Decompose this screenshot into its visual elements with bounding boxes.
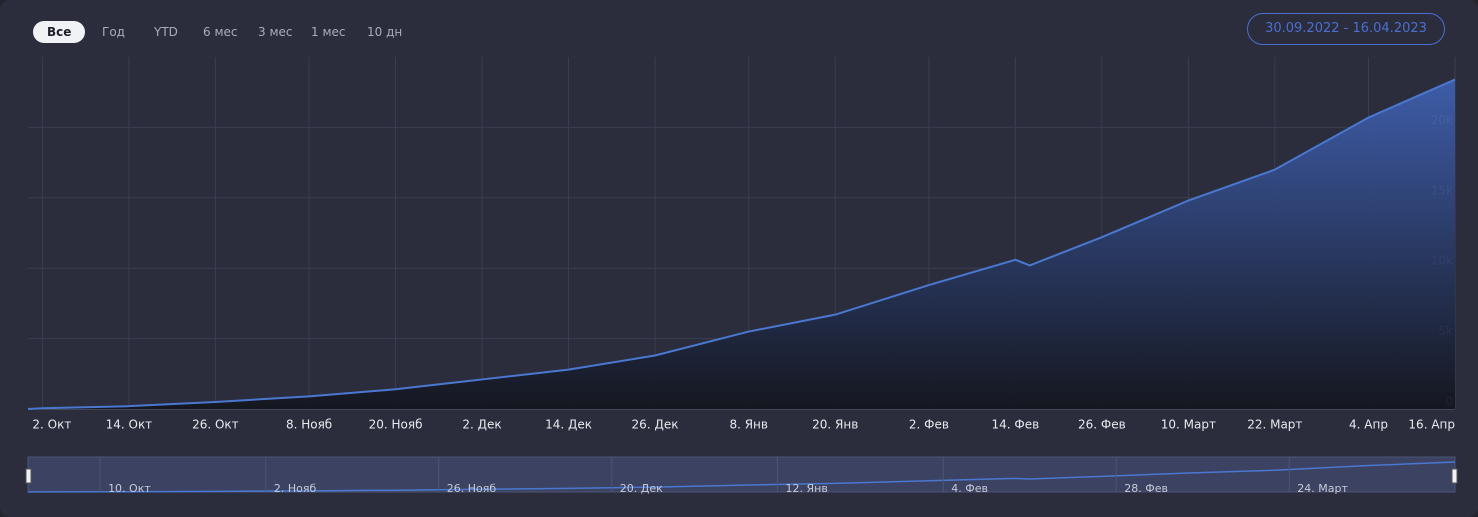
navigator-line: [27, 461, 1456, 493]
range-button[interactable]: 10 дн: [367, 25, 403, 39]
area: [28, 79, 1455, 409]
x-tick-label: 8. Нояб: [286, 418, 332, 432]
x-tick-label: 4. Апр: [1349, 418, 1388, 432]
navigator[interactable]: [27, 456, 1456, 493]
x-tick-label: 2. Окт: [32, 418, 71, 432]
navigator-label: 12. Янв: [786, 482, 828, 495]
range-button[interactable]: 3 мес: [258, 25, 293, 39]
x-tick-label: 2. Фев: [909, 418, 949, 432]
x-tick-label: 8. Янв: [729, 418, 768, 432]
range-button[interactable]: 6 мес: [203, 25, 238, 39]
date-range[interactable]: 30.09.2022 - 16.04.2023: [1247, 13, 1445, 45]
navigator-label: 10. Окт: [108, 482, 151, 495]
x-tick-label: 26. Фев: [1078, 418, 1126, 432]
range-button[interactable]: Все: [33, 21, 86, 43]
x-tick-label: 26. Дек: [632, 418, 679, 432]
navigator-label: 4. Фев: [951, 482, 988, 495]
line: [27, 78, 1456, 410]
range-button[interactable]: YTD: [154, 25, 178, 39]
x-tick-label: 14. Дек: [545, 418, 592, 432]
navigator-label: 26. Нояб: [447, 482, 497, 495]
x-tick-label: 16. Апр: [1408, 418, 1455, 432]
x-tick-label: 14. Окт: [106, 418, 153, 432]
navigator-label: 2. Нояб: [274, 482, 317, 495]
x-tick-label: 10. Март: [1161, 418, 1216, 432]
range-button[interactable]: Год: [102, 25, 125, 39]
navigator-handle: [1451, 468, 1458, 484]
x-tick-label: 20. Янв: [812, 418, 858, 432]
navigator-label: 28. Фев: [1124, 482, 1168, 495]
x-tick-label: 22. Март: [1247, 418, 1302, 432]
x-tick-label: 26. Окт: [192, 418, 239, 432]
navigator-label: 24. Март: [1297, 482, 1348, 495]
x-tick-label: 2. Дек: [462, 418, 501, 432]
x-tick-label: 20. Нояб: [369, 418, 423, 432]
navigator-label: 20. Дек: [620, 482, 663, 495]
navigator-handle: [25, 468, 32, 484]
range-button[interactable]: 1 мес: [311, 25, 346, 39]
x-tick-label: 14. Фев: [992, 418, 1040, 432]
